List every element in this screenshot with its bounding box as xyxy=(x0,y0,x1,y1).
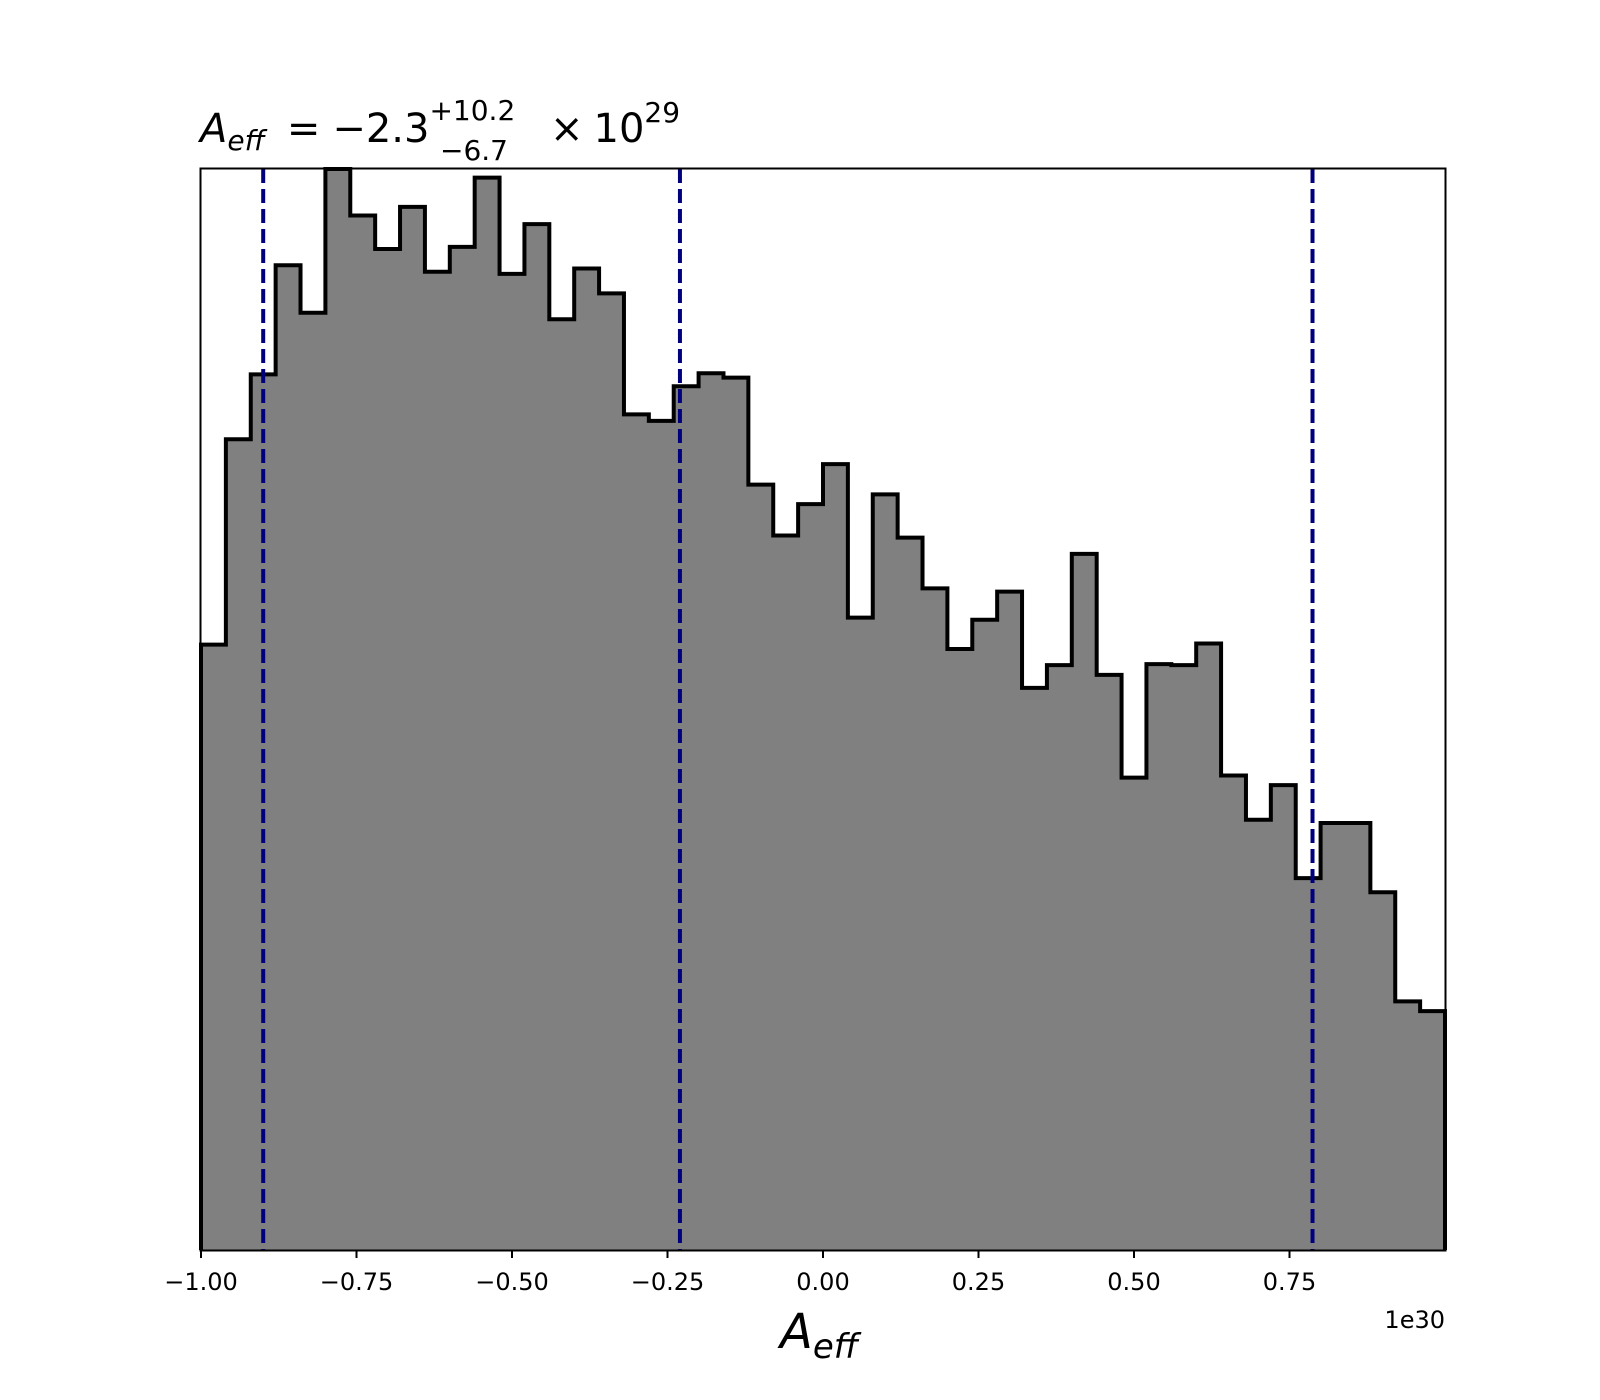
histogram-outline xyxy=(199,167,1447,1250)
histogram-bar xyxy=(1345,823,1371,1250)
x-tick-label: −0.50 xyxy=(475,1268,549,1296)
histogram-bars xyxy=(201,169,1446,1251)
histogram-bar xyxy=(897,537,924,1250)
title-times: × xyxy=(550,106,584,152)
title-subscript: eff xyxy=(227,124,267,157)
histogram-bar xyxy=(325,169,351,1250)
histogram-bar xyxy=(673,386,700,1250)
histogram-bar xyxy=(1071,553,1098,1250)
histogram-bar xyxy=(524,224,550,1251)
histogram-bar xyxy=(972,619,998,1250)
histogram-bar xyxy=(947,648,973,1250)
histogram-bar xyxy=(1245,819,1272,1250)
histogram-bar xyxy=(225,439,252,1250)
title-base: 10 xyxy=(594,106,645,152)
x-tick-label: 0.00 xyxy=(796,1268,849,1296)
x-tick-label: 0.50 xyxy=(1107,1268,1160,1296)
x-tick-label: 0.25 xyxy=(952,1268,1005,1296)
histogram-bar xyxy=(599,293,625,1250)
histogram-bar xyxy=(872,494,899,1251)
histogram-bar xyxy=(748,484,774,1251)
histogram-bar xyxy=(623,414,650,1251)
x-tick-label: −0.25 xyxy=(631,1268,705,1296)
x-offset-label: 1e30 xyxy=(1384,1306,1445,1334)
histogram-bar xyxy=(1395,1001,1421,1250)
quantile-lines xyxy=(261,169,1315,1250)
histogram-bar xyxy=(1370,892,1396,1250)
histogram-bar xyxy=(499,273,526,1250)
histogram-bar xyxy=(1046,665,1073,1250)
x-tick-label: −1.00 xyxy=(164,1268,238,1296)
histogram-bar xyxy=(723,377,749,1250)
histogram-bar xyxy=(574,268,600,1250)
histogram-bar xyxy=(375,248,401,1250)
histogram-bar xyxy=(1320,823,1347,1250)
title-value: −2.3 xyxy=(332,106,429,152)
histogram-bar xyxy=(798,504,824,1250)
histogram-bar xyxy=(1022,687,1048,1250)
histogram-bar xyxy=(698,373,725,1251)
histogram-bar xyxy=(424,271,451,1250)
x-tick-label: 0.75 xyxy=(1263,1268,1316,1296)
histogram-bar xyxy=(1295,878,1322,1250)
histogram-bar xyxy=(474,177,501,1251)
histogram-bar xyxy=(300,312,326,1250)
xlabel-symbol: A xyxy=(777,1304,813,1360)
histogram-bar xyxy=(648,420,675,1250)
title-lower-error: −6.7 xyxy=(440,134,508,167)
histogram-bar xyxy=(1146,664,1172,1250)
title-equals: = xyxy=(287,106,321,152)
chart-title: Aeff = −2.3+10.2 −6.7 × 1029 xyxy=(197,94,680,167)
histogram-bar xyxy=(1196,643,1222,1250)
histogram-bar xyxy=(275,265,302,1251)
histogram-bar xyxy=(449,246,476,1250)
histogram-bar xyxy=(1221,775,1247,1250)
histogram-bar xyxy=(922,588,948,1250)
title-symbol: A xyxy=(197,106,227,152)
histogram-bar xyxy=(847,617,874,1250)
x-axis-ticks: −1.00 −0.75 −0.50 −0.25 0.00 0.25 0.50 0.75 xyxy=(164,1250,1316,1296)
histogram-bar xyxy=(823,464,849,1250)
histogram-bar xyxy=(997,591,1023,1250)
histogram-bar xyxy=(773,535,799,1250)
histogram-bar xyxy=(1096,674,1123,1250)
histogram-bar xyxy=(350,215,376,1250)
xlabel-subscript: eff xyxy=(813,1327,862,1367)
histogram-bar xyxy=(1420,1011,1446,1250)
title-upper-error: +10.2 xyxy=(429,94,515,127)
x-tick-label: −0.75 xyxy=(320,1268,394,1296)
histogram-bar xyxy=(1121,777,1148,1250)
x-axis-label: Aeff xyxy=(777,1304,862,1367)
title-exponent: 29 xyxy=(644,96,680,129)
histogram-bar xyxy=(201,644,227,1250)
histogram-bar xyxy=(400,206,426,1251)
histogram-bar xyxy=(549,319,575,1250)
histogram-bar xyxy=(1171,665,1197,1250)
histogram-bar xyxy=(1270,785,1297,1250)
